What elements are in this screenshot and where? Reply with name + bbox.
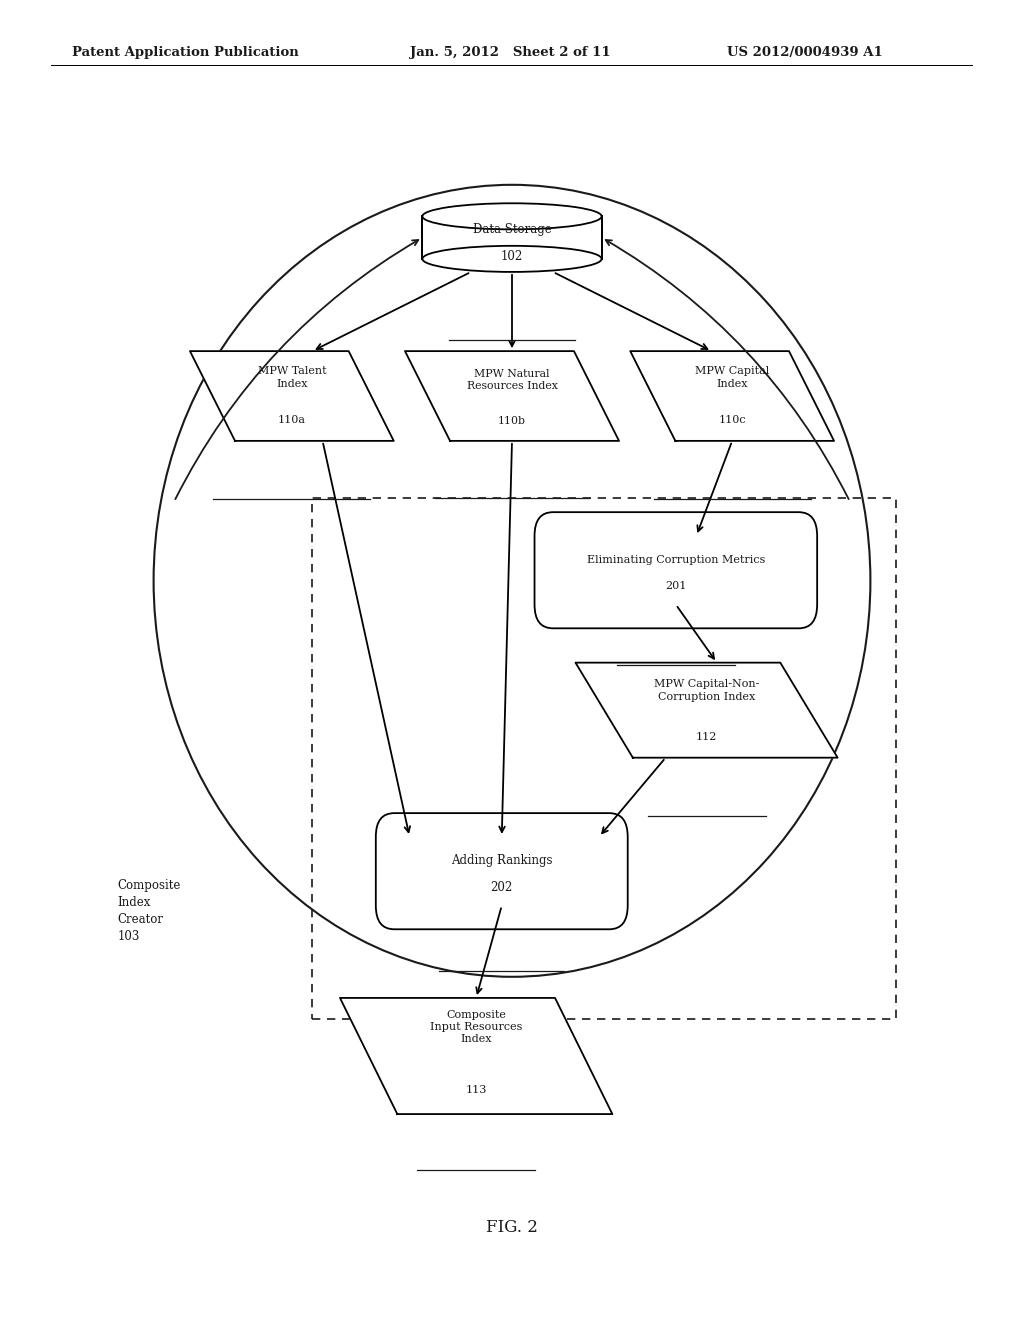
Bar [312, 498, 896, 1019]
Text: 201: 201 [666, 581, 686, 591]
Text: FIG. 2: FIG. 2 [486, 1220, 538, 1236]
Ellipse shape [422, 246, 602, 272]
Text: 202: 202 [490, 880, 513, 894]
Polygon shape [404, 351, 618, 441]
Text: 113: 113 [466, 1085, 486, 1096]
Polygon shape [630, 351, 834, 441]
Text: Data Storage: Data Storage [473, 223, 551, 236]
FancyBboxPatch shape [535, 512, 817, 628]
Polygon shape [340, 998, 612, 1114]
Text: Composite
Index
Creator
103: Composite Index Creator 103 [118, 879, 181, 942]
Polygon shape [189, 351, 393, 441]
Text: 102: 102 [501, 249, 523, 263]
Text: MPW Capital-Non-
Corruption Index: MPW Capital-Non- Corruption Index [654, 680, 759, 701]
Text: 112: 112 [696, 731, 717, 742]
Text: US 2012/0004939 A1: US 2012/0004939 A1 [727, 46, 883, 59]
Text: Composite
Input Resources
Index: Composite Input Resources Index [430, 1010, 522, 1044]
Ellipse shape [422, 203, 602, 230]
Text: Patent Application Publication: Patent Application Publication [72, 46, 298, 59]
Text: MPW Capital
Index: MPW Capital Index [695, 367, 769, 388]
Text: 110c: 110c [719, 414, 745, 425]
Text: 110b: 110b [498, 416, 526, 426]
FancyBboxPatch shape [376, 813, 628, 929]
Text: MPW Natural
Resources Index: MPW Natural Resources Index [467, 370, 557, 391]
Text: Adding Rankings: Adding Rankings [451, 854, 553, 867]
Bar [422, 216, 601, 259]
Polygon shape [575, 663, 838, 758]
Text: MPW Talent
Index: MPW Talent Index [257, 367, 327, 388]
Text: 110a: 110a [278, 414, 306, 425]
Text: Jan. 5, 2012   Sheet 2 of 11: Jan. 5, 2012 Sheet 2 of 11 [410, 46, 610, 59]
Text: Eliminating Corruption Metrics: Eliminating Corruption Metrics [587, 554, 765, 565]
